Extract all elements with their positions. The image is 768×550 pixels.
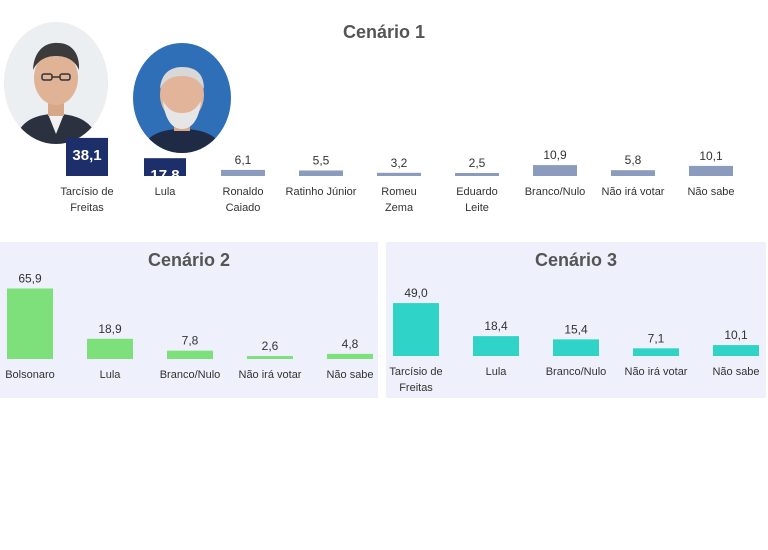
cenario-2-title: Cenário 2 — [147, 250, 231, 270]
category-label-line: Eduardo — [456, 186, 498, 198]
category-label-1: Bolsonaro — [5, 369, 55, 381]
category-label-line: Leite — [465, 202, 489, 214]
value-label-2: 17,8 — [150, 167, 179, 184]
category-label-line: Não irá votar — [602, 186, 665, 198]
value-label-9: 10,1 — [699, 149, 723, 163]
bar-3 — [167, 350, 213, 359]
category-label-2: Lula — [486, 366, 508, 378]
value-label-4: 5,5 — [313, 154, 330, 168]
value-label-1: 49,0 — [404, 286, 428, 300]
value-label-5: 10,1 — [724, 328, 748, 342]
category-label-3: Ronaldo Caiado — [223, 186, 264, 214]
value-label-7: 10,9 — [543, 148, 567, 162]
category-label-3: Branco/Nulo — [160, 369, 221, 381]
bar-4 — [299, 170, 343, 176]
category-label-4: Ratinho Júnior — [286, 186, 357, 198]
category-label-line: Zema — [385, 202, 414, 214]
bar-3 — [221, 169, 265, 176]
cenario-3-chart: 49,0 Tarcísio de Freitas 18,4 Lula 15,4 Branco… — [389, 286, 759, 394]
category-label-line: Lula — [100, 369, 122, 381]
category-label-4: Não irá votar — [625, 366, 688, 378]
category-label-line: Caiado — [226, 202, 261, 214]
category-label-line: Freitas — [70, 202, 104, 214]
bar-4 — [247, 356, 293, 359]
bar-8 — [611, 170, 655, 176]
category-label-line: Branco/Nulo — [160, 369, 221, 381]
category-label-line: Tarcísio de — [60, 186, 113, 198]
bar-2 — [87, 338, 133, 359]
category-label-line: Não sabe — [712, 366, 759, 378]
bar-2 — [144, 158, 186, 176]
category-label-line: Branco/Nulo — [546, 366, 607, 378]
category-label-line: Não irá votar — [625, 366, 688, 378]
category-label-5: Não sabe — [712, 366, 759, 378]
category-label-line: Romeu — [381, 186, 416, 198]
bar-2 — [473, 336, 519, 356]
cenario-2-panel: Cenário 2 65,9 Bolsonaro 18,9 Lula 7,8 Branco… — [0, 242, 378, 398]
category-label-1: Tarcísio de Freitas — [60, 186, 113, 214]
value-label-8: 5,8 — [625, 153, 642, 167]
value-label-1: 65,9 — [18, 271, 42, 285]
category-label-line: Tarcísio de — [389, 366, 442, 378]
cenario-1-title: Cenário 1 — [342, 22, 426, 42]
value-label-4: 2,6 — [262, 339, 279, 353]
category-label-1: Tarcísio de Freitas — [389, 366, 442, 394]
cenario-3-panel: Cenário 3 49,0 Tarcísio de Freitas 18,4 Lula… — [386, 242, 766, 398]
category-label-line: Lula — [486, 366, 508, 378]
category-label-2: Lula — [155, 186, 177, 198]
category-label-7: Branco/Nulo — [525, 186, 586, 198]
value-label-1: 38,1 — [72, 147, 101, 164]
category-label-line: Freitas — [399, 382, 433, 394]
category-label-8: Não irá votar — [602, 186, 665, 198]
bar-4 — [633, 348, 679, 356]
category-label-4: Não irá votar — [239, 369, 302, 381]
category-label-line: Não irá votar — [239, 369, 302, 381]
bar-3 — [553, 339, 599, 356]
value-label-3: 7,8 — [182, 334, 199, 348]
category-label-2: Lula — [100, 369, 122, 381]
value-label-3: 6,1 — [235, 153, 252, 167]
category-label-line: Ronaldo — [223, 186, 264, 198]
bar-6 — [455, 173, 499, 176]
category-label-5: Romeu Zema — [381, 186, 416, 214]
category-label-line: Ratinho Júnior — [286, 186, 357, 198]
category-label-line: Bolsonaro — [5, 369, 55, 381]
category-label-9: Não sabe — [687, 186, 734, 198]
bar-9 — [689, 165, 733, 176]
category-label-6: Eduardo Leite — [456, 186, 498, 214]
value-label-2: 18,9 — [98, 322, 122, 336]
value-label-4: 7,1 — [648, 331, 665, 345]
bar-5 — [377, 172, 421, 176]
category-label-line: Lula — [155, 186, 177, 198]
bar-1 — [66, 137, 108, 176]
category-label-line: Não sabe — [687, 186, 734, 198]
bar-1 — [393, 303, 439, 356]
cenario-2-chart: 65,9 Bolsonaro 18,9 Lula 7,8 Branco/Nulo 2,6 Nã… — [5, 271, 373, 381]
value-label-2: 18,4 — [484, 319, 508, 333]
bar-1 — [7, 288, 53, 359]
bar-7 — [533, 165, 577, 176]
value-label-3: 15,4 — [564, 322, 588, 336]
cenario-3-title: Cenário 3 — [534, 250, 618, 270]
category-label-5: Não sabe — [326, 369, 373, 381]
value-label-5: 3,2 — [391, 156, 408, 170]
tarcisio-photo — [4, 22, 108, 144]
bar-5 — [713, 345, 759, 356]
category-label-line: Não sabe — [326, 369, 373, 381]
lula-photo — [133, 43, 231, 153]
value-label-5: 4,8 — [342, 337, 359, 351]
category-label-line: Branco/Nulo — [525, 186, 586, 198]
bar-5 — [327, 353, 373, 359]
category-label-3: Branco/Nulo — [546, 366, 607, 378]
value-label-6: 2,5 — [469, 156, 486, 170]
cenario-1-chart: 38,1 Tarcísio de Freitas 17,8 Lula 6,1 Ronaldo… — [60, 137, 735, 214]
